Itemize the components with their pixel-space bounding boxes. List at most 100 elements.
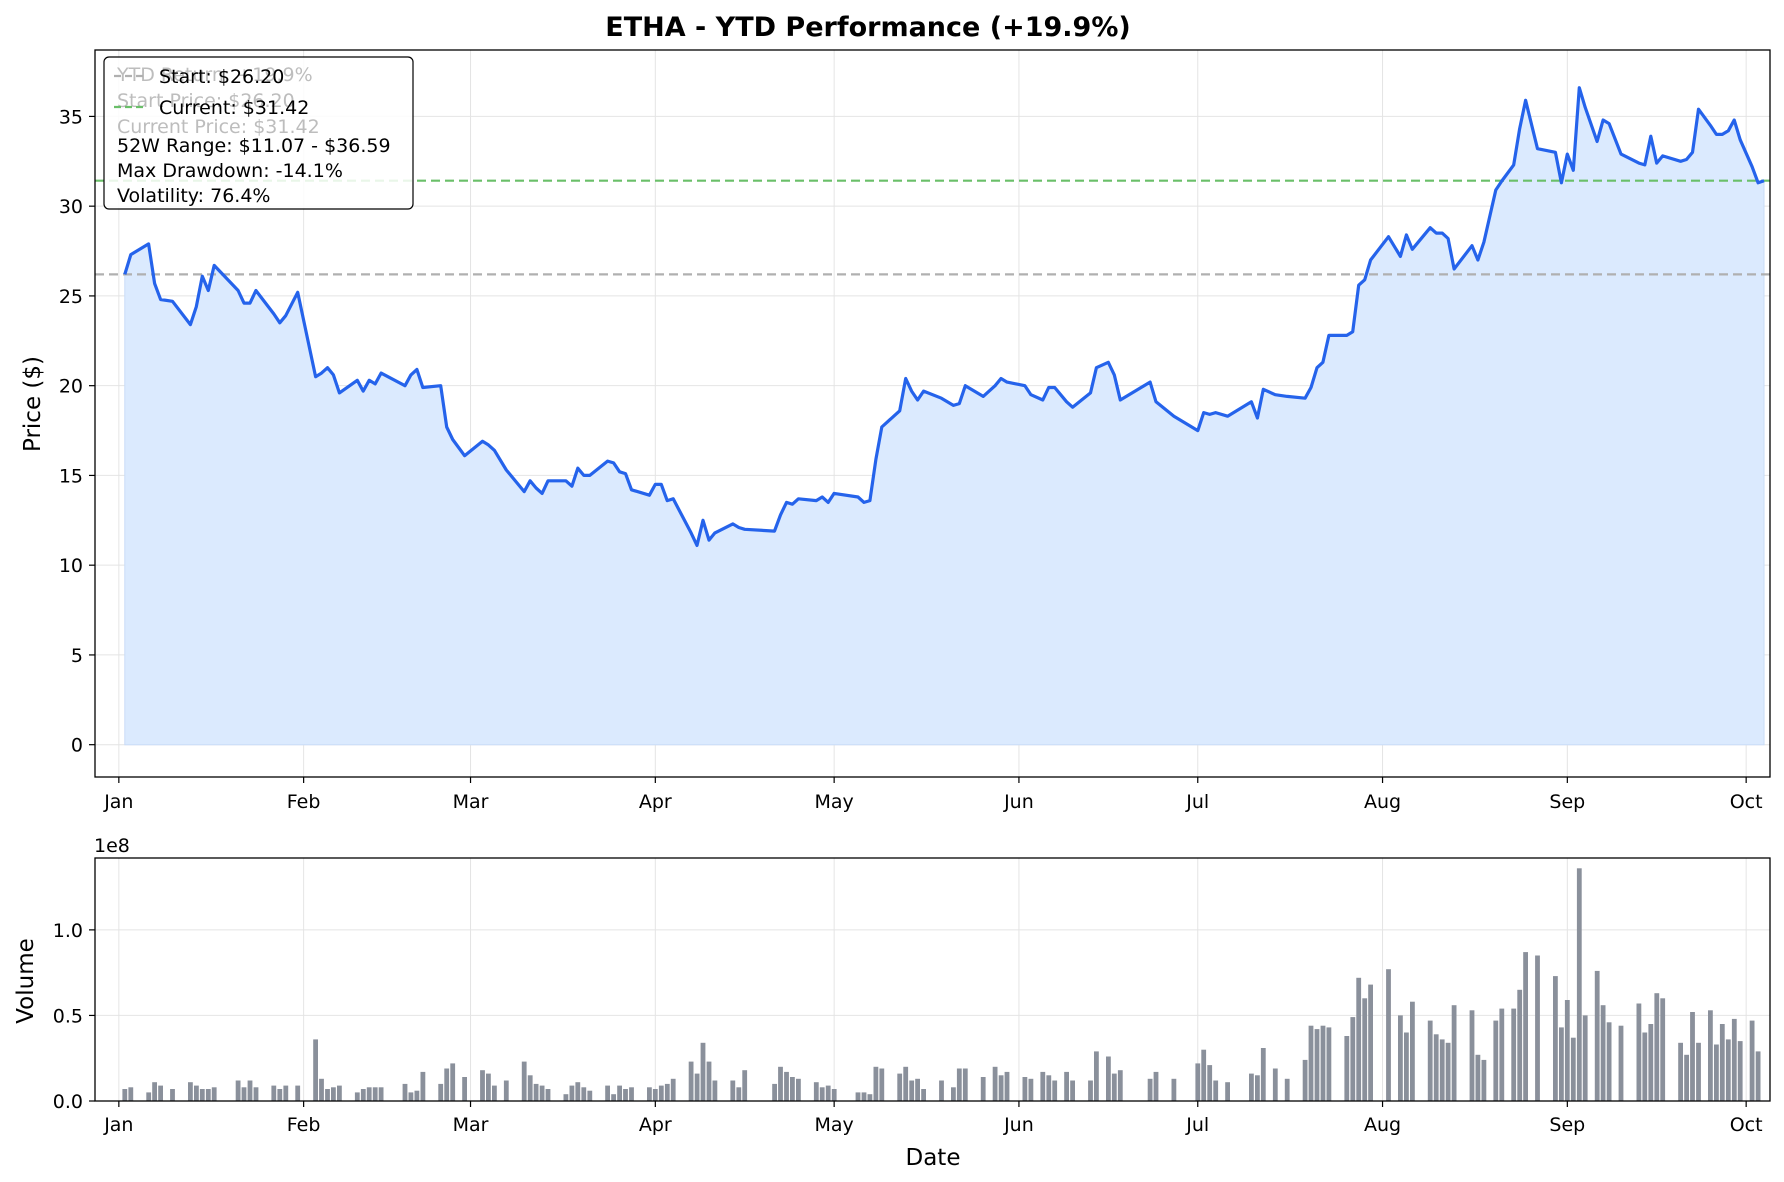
price-y-tick-label: 30 (59, 196, 83, 218)
volume-bar (313, 1039, 318, 1101)
volume-bar (1511, 1008, 1517, 1101)
volume-bar (1022, 1077, 1028, 1101)
volume-bar (1201, 1049, 1207, 1101)
volume-bar (1553, 976, 1558, 1101)
volume-bar (360, 1089, 366, 1101)
volume-bar (819, 1087, 825, 1101)
volume-bar (492, 1085, 497, 1101)
volume-bar (700, 1042, 706, 1101)
volume-bar (1517, 989, 1523, 1101)
volume-bar (211, 1087, 217, 1101)
volume-bar (796, 1078, 801, 1101)
volume-x-tick-label: Mar (453, 1114, 489, 1136)
volume-bar (1719, 1024, 1725, 1101)
volume-bar (647, 1087, 652, 1101)
volume-bar (1147, 1078, 1153, 1101)
volume-bar (790, 1077, 795, 1101)
volume-bar (1314, 1029, 1320, 1101)
volume-bar (158, 1085, 163, 1101)
volume-bar (1350, 1017, 1356, 1101)
volume-bar (1284, 1078, 1290, 1101)
volume-bar (736, 1087, 742, 1101)
volume-bar (146, 1092, 152, 1101)
price-y-tick-label: 15 (59, 465, 83, 487)
price-x-tick-label: Feb (287, 791, 321, 813)
volume-bar (861, 1092, 867, 1101)
volume-bar (1070, 1080, 1075, 1101)
volume-bar (1094, 1051, 1099, 1101)
volume-bar (1171, 1078, 1177, 1101)
volume-bar (1404, 1032, 1409, 1101)
volume-bar (1344, 1036, 1350, 1101)
volume-bar (1272, 1068, 1278, 1101)
volume-bar (1570, 1037, 1576, 1101)
volume-bar (1326, 1027, 1332, 1101)
volume-bar (712, 1080, 718, 1101)
volume-bar (1225, 1082, 1230, 1101)
volume-bar (623, 1089, 628, 1101)
price-y-tick-label: 25 (59, 286, 83, 308)
volume-bar (1117, 1070, 1123, 1101)
volume-bar (611, 1094, 616, 1101)
volume-bar (1481, 1059, 1487, 1101)
volume-bar (1046, 1075, 1052, 1101)
volume-bar (1618, 1025, 1624, 1101)
price-y-tick-label: 10 (59, 555, 83, 577)
volume-bar (205, 1089, 211, 1101)
stats-annotation-line: 52W Range: $11.07 - $36.59 (117, 135, 391, 157)
legend-label: Start: $26.20 (159, 66, 284, 88)
volume-x-tick-label: May (815, 1114, 854, 1136)
legend-hidden-stat: Start Price: $26.20 (117, 90, 295, 112)
volume-bar (563, 1094, 569, 1101)
volume-bar (1386, 969, 1391, 1101)
volume-bar (956, 1068, 962, 1101)
price-x-tick-label: Apr (639, 791, 672, 813)
volume-bar (247, 1080, 253, 1101)
price-plot-frame (94, 49, 1771, 778)
volume-bar (575, 1082, 581, 1101)
volume-bar (1249, 1073, 1254, 1101)
volume-bar (1356, 977, 1362, 1101)
volume-x-tick-label: Jan (103, 1114, 133, 1136)
volume-bar (742, 1070, 748, 1101)
volume-bar (951, 1087, 956, 1101)
volume-bar (1696, 1042, 1701, 1101)
volume-bar (1606, 1022, 1612, 1101)
volume-bar (1410, 1001, 1415, 1101)
volume-bar (283, 1085, 289, 1101)
volume-bar (1106, 1056, 1111, 1101)
volume-bar (1153, 1071, 1159, 1101)
volume-bar (1714, 1044, 1719, 1101)
volume-bar (605, 1085, 610, 1101)
volume-bar (1523, 952, 1528, 1101)
volume-bar (1195, 1063, 1201, 1101)
volume-bar (897, 1073, 903, 1101)
volume-bar (533, 1083, 539, 1101)
volume-x-tick-label: Aug (1364, 1114, 1401, 1136)
volume-bar (730, 1080, 736, 1101)
volume-bar (486, 1073, 491, 1101)
volume-bar (194, 1085, 199, 1101)
volume-bar (503, 1080, 509, 1101)
volume-x-tick-label: Sep (1549, 1114, 1585, 1136)
volume-bar (1004, 1071, 1010, 1101)
volume-x-tick-label: Jul (1185, 1114, 1209, 1136)
volume-bar (772, 1083, 777, 1101)
volume-bar (1088, 1080, 1093, 1101)
volume-bar (521, 1061, 527, 1101)
volume-y-tick-label: 0.5 (53, 1005, 83, 1027)
volume-bar (879, 1068, 885, 1101)
volume-bar (366, 1087, 372, 1101)
volume-bar (581, 1087, 587, 1101)
volume-bar (1678, 1042, 1683, 1101)
volume-bar (1755, 1051, 1761, 1101)
volume-bar (122, 1089, 128, 1101)
volume-bar (170, 1089, 175, 1101)
volume-bar (545, 1089, 551, 1101)
price-series-line (123, 86, 1765, 547)
legend-label: Current: $31.42 (159, 97, 309, 119)
volume-bar (998, 1075, 1004, 1101)
volume-bar (480, 1070, 485, 1101)
volume-y-axis-title: Volume (13, 938, 39, 1024)
